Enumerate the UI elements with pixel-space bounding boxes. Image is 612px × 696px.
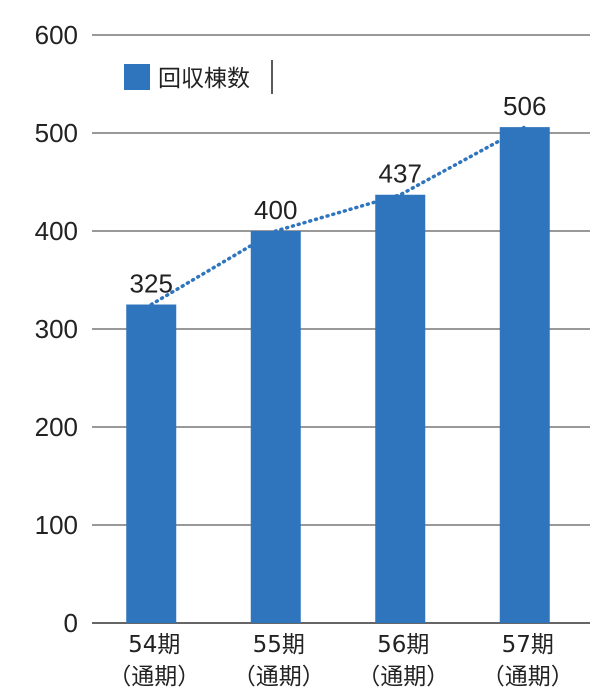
- data-label: 506: [503, 91, 546, 121]
- bar: [375, 194, 426, 624]
- y-tick-label: 0: [64, 608, 78, 638]
- legend-label: 回収棟数: [158, 66, 250, 92]
- data-label: 325: [130, 269, 173, 299]
- y-tick-label: 200: [35, 412, 78, 442]
- bar: [250, 231, 301, 623]
- x-category-label: 54期: [128, 632, 180, 658]
- bar: [499, 127, 550, 624]
- x-category-label: （通期）: [108, 664, 200, 690]
- x-category-label: （通期）: [357, 664, 449, 690]
- x-category-label: （通期）: [233, 664, 325, 690]
- legend: 回収棟数: [124, 60, 273, 94]
- x-category-label: 57期: [502, 632, 554, 658]
- y-tick-label: 100: [35, 510, 78, 540]
- x-axis-categories: 54期 （通期） 55期 （通期） 56期 （通期） 57期 （通期）: [108, 632, 574, 690]
- y-tick-label: 600: [35, 20, 78, 50]
- y-tick-label: 400: [35, 216, 78, 246]
- y-axis-ticks: 0 100 200 300 400 500 600: [35, 20, 78, 638]
- trendline-layer: [149, 125, 527, 307]
- legend-swatch: [124, 64, 150, 90]
- bars: [126, 127, 550, 624]
- x-category-label: （通期）: [482, 664, 574, 690]
- data-label: 437: [379, 159, 422, 189]
- bar: [126, 304, 177, 623]
- y-tick-label: 300: [35, 314, 78, 344]
- y-tick-label: 500: [35, 118, 78, 148]
- x-category-label: 55期: [253, 632, 305, 658]
- data-label: 400: [254, 195, 297, 225]
- x-category-label: 56期: [377, 632, 429, 658]
- data-labels: 325 400 437 506: [130, 91, 547, 298]
- trendline: [149, 125, 527, 307]
